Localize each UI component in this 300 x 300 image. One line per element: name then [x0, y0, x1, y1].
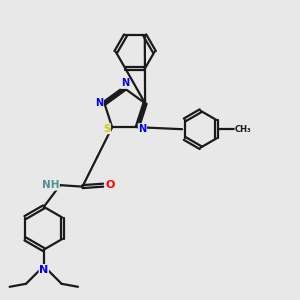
Text: O: O [105, 180, 115, 190]
Text: N: N [121, 78, 129, 88]
Text: NH: NH [42, 180, 59, 190]
Text: N: N [39, 265, 48, 275]
Text: CH₃: CH₃ [235, 125, 252, 134]
Text: S: S [103, 124, 111, 134]
Text: N: N [95, 98, 104, 108]
Text: N: N [138, 124, 146, 134]
